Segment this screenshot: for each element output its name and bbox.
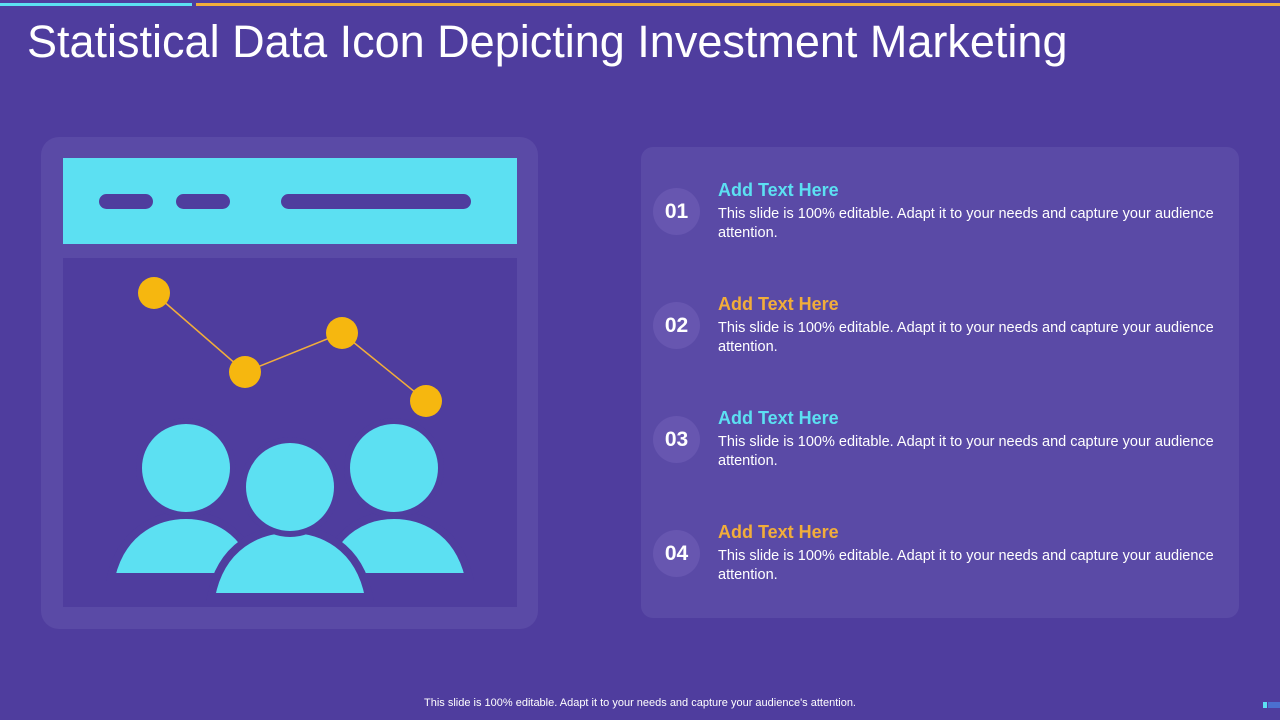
person-center-icon [206, 437, 374, 601]
footer-note: This slide is 100% editable. Adapt it to… [424, 697, 856, 709]
browser-dot-1 [99, 194, 153, 209]
chart-line [153, 292, 427, 402]
illustration-panel [41, 137, 538, 629]
top-accent-bar-orange [196, 3, 1280, 6]
item-heading: Add Text Here [718, 408, 839, 428]
item-description: This slide is 100% editable. Adapt it to… [718, 548, 1214, 583]
corner-accent-cyan [1263, 702, 1267, 708]
top-accent-bar-cyan [0, 3, 192, 6]
item-description: This slide is 100% editable. Adapt it to… [718, 206, 1214, 241]
chart-point [138, 277, 170, 309]
browser-window-with-line-chart-and-people-icon [63, 158, 517, 607]
item-number-badge: 04 [653, 530, 700, 577]
item-number-badge: 03 [653, 416, 700, 463]
chart-point [229, 356, 261, 388]
browser-address-bar [281, 194, 471, 209]
list-item: 02 Add Text Here This slide is 100% edit… [641, 294, 1239, 394]
corner-accent-blue [1268, 702, 1280, 708]
item-number-badge: 01 [653, 188, 700, 235]
list-item: 03 Add Text Here This slide is 100% edit… [641, 408, 1239, 508]
item-description: This slide is 100% editable. Adapt it to… [718, 320, 1214, 355]
browser-dot-2 [176, 194, 230, 209]
list-item: 01 Add Text Here This slide is 100% edit… [641, 180, 1239, 280]
slide-title: Statistical Data Icon Depicting Investme… [27, 16, 1068, 67]
chart-point [410, 385, 442, 417]
text-list-panel: 01 Add Text Here This slide is 100% edit… [641, 147, 1239, 618]
chart-point [326, 317, 358, 349]
list-item: 04 Add Text Here This slide is 100% edit… [641, 522, 1239, 622]
item-heading: Add Text Here [718, 522, 839, 542]
item-heading: Add Text Here [718, 294, 839, 314]
item-description: This slide is 100% editable. Adapt it to… [718, 434, 1214, 469]
item-number-badge: 02 [653, 302, 700, 349]
item-heading: Add Text Here [718, 180, 839, 200]
